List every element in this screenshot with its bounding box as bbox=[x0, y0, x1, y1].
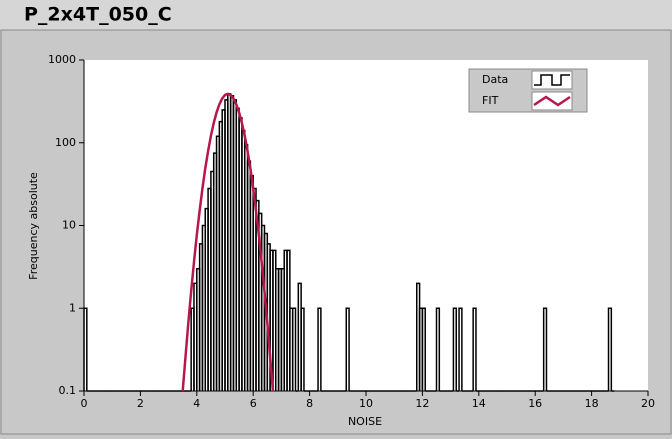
x-tick-label: 6 bbox=[250, 397, 257, 410]
histogram-bar bbox=[607, 307, 613, 391]
histogram-bar bbox=[345, 307, 350, 391]
histogram-bar bbox=[421, 307, 426, 391]
histogram-bar bbox=[83, 307, 88, 391]
histogram-bar bbox=[452, 307, 457, 391]
histogram-bar bbox=[317, 307, 322, 391]
x-tick-label: 4 bbox=[193, 397, 200, 410]
y-tick-label: 10 bbox=[62, 219, 76, 232]
chart-title: P_2x4T_050_C bbox=[24, 4, 172, 26]
histogram-bar bbox=[542, 307, 548, 391]
x-tick-label: 0 bbox=[81, 397, 88, 410]
x-tick-label: 10 bbox=[359, 397, 373, 410]
x-tick-label: 20 bbox=[641, 397, 655, 410]
y-axis-label: Frequency absolute bbox=[27, 172, 40, 280]
histogram-bar bbox=[435, 307, 441, 391]
histogram-bar bbox=[300, 307, 305, 391]
x-tick-label: 16 bbox=[528, 397, 542, 410]
x-tick-label: 2 bbox=[137, 397, 144, 410]
fit-line bbox=[181, 92, 275, 392]
histogram-bar bbox=[458, 307, 463, 391]
histogram-bar bbox=[472, 307, 477, 391]
legend-label: FIT bbox=[482, 94, 499, 107]
x-tick-label: 12 bbox=[415, 397, 429, 410]
legend-swatch bbox=[534, 74, 570, 86]
x-tick-label: 18 bbox=[585, 397, 599, 410]
legend-label: Data bbox=[482, 73, 508, 86]
x-axis-label: NOISE bbox=[348, 415, 382, 428]
y-tick-label: 0.1 bbox=[59, 384, 77, 397]
title-bar bbox=[0, 0, 672, 30]
y-tick-label: 100 bbox=[55, 136, 76, 149]
x-tick-label: 14 bbox=[472, 397, 486, 410]
y-tick-label: 1 bbox=[69, 301, 76, 314]
histogram-bar bbox=[291, 307, 297, 391]
plot-area bbox=[84, 60, 648, 391]
legend: Data FIT bbox=[468, 68, 588, 113]
y-tick-label: 1000 bbox=[48, 53, 76, 66]
legend-swatch bbox=[533, 95, 571, 107]
x-tick-label: 8 bbox=[306, 397, 313, 410]
